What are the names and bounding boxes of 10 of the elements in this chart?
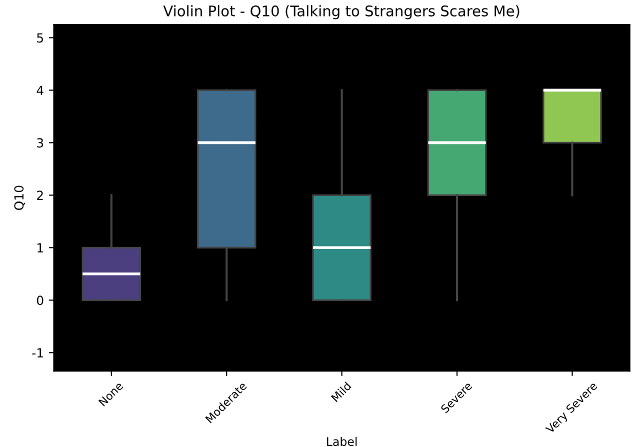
y-tick-label: -1 xyxy=(32,348,43,358)
y-tick-label: 2 xyxy=(37,190,43,200)
y-axis-title: Q10 xyxy=(14,186,26,210)
y-tick-label: 5 xyxy=(37,33,43,43)
y-tick-label: 3 xyxy=(37,138,44,148)
chart-title: Violin Plot - Q10 (Talking to Strangers Scares Me) xyxy=(163,5,520,20)
x-axis-title: Label xyxy=(327,436,357,446)
y-tick-label: 4 xyxy=(36,86,44,95)
y-tick-label: 1 xyxy=(38,243,43,252)
y-tick-label: 0 xyxy=(36,296,44,306)
